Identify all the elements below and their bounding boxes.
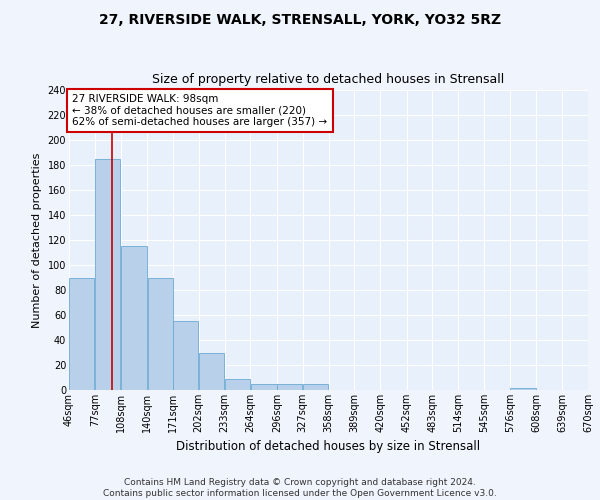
Title: Size of property relative to detached houses in Strensall: Size of property relative to detached ho…: [152, 73, 505, 86]
Bar: [148, 278, 173, 390]
Text: 27, RIVERSIDE WALK, STRENSALL, YORK, YO32 5RZ: 27, RIVERSIDE WALK, STRENSALL, YORK, YO3…: [99, 12, 501, 26]
Bar: [199, 352, 224, 390]
Bar: [173, 322, 199, 390]
Bar: [277, 384, 302, 390]
Bar: [251, 384, 277, 390]
X-axis label: Distribution of detached houses by size in Strensall: Distribution of detached houses by size …: [176, 440, 481, 454]
Bar: [510, 388, 536, 390]
Bar: [121, 246, 147, 390]
Y-axis label: Number of detached properties: Number of detached properties: [32, 152, 42, 328]
Text: 27 RIVERSIDE WALK: 98sqm
← 38% of detached houses are smaller (220)
62% of semi-: 27 RIVERSIDE WALK: 98sqm ← 38% of detach…: [73, 94, 328, 127]
Text: Contains HM Land Registry data © Crown copyright and database right 2024.
Contai: Contains HM Land Registry data © Crown c…: [103, 478, 497, 498]
Bar: [95, 159, 120, 390]
Bar: [225, 379, 250, 390]
Bar: [303, 384, 328, 390]
Bar: [70, 278, 94, 390]
